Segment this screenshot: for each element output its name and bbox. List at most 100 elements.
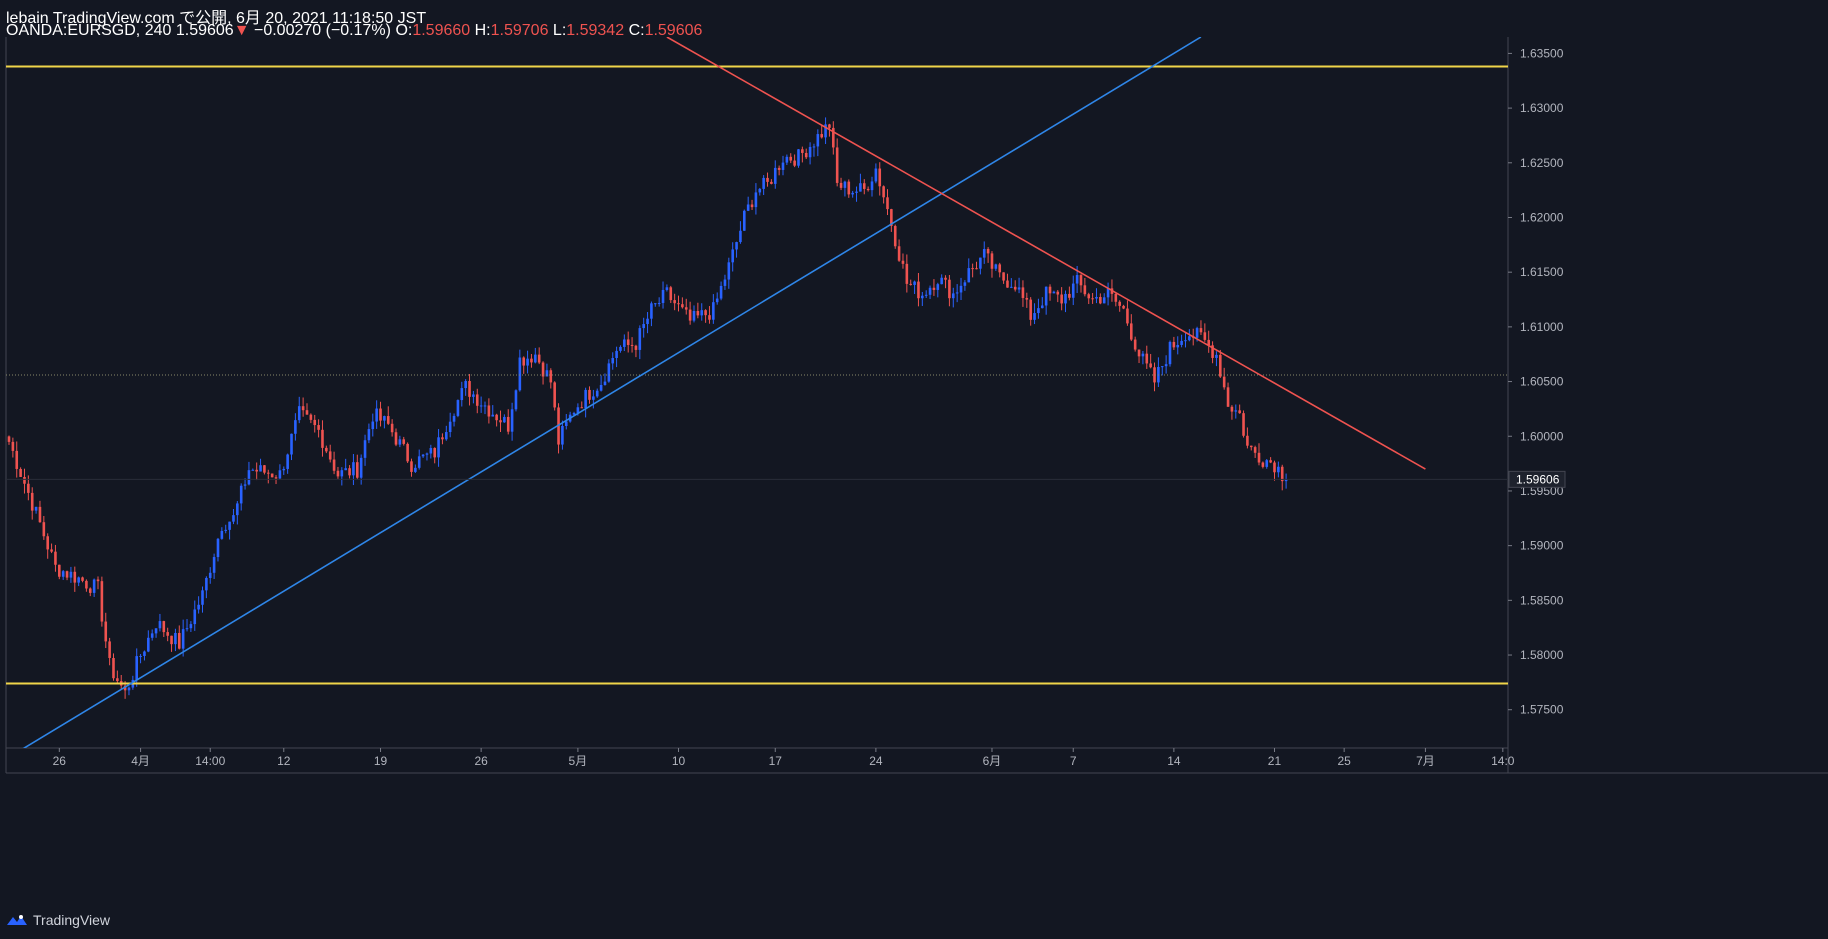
candle-down <box>1002 272 1005 281</box>
candle-up <box>212 557 216 573</box>
candle-down <box>630 344 634 346</box>
candle-down <box>971 268 974 270</box>
candle-down <box>522 357 526 366</box>
candle-up <box>1195 328 1199 338</box>
candle-down <box>553 382 556 408</box>
candle-down <box>15 450 19 469</box>
candle-up <box>607 363 611 382</box>
candle-down <box>170 635 173 645</box>
candle-down <box>487 405 491 417</box>
candle-down <box>708 315 711 320</box>
candle-up <box>642 324 645 329</box>
candle-down <box>1246 435 1249 446</box>
candle-up <box>228 521 231 530</box>
candle-down <box>1122 305 1125 309</box>
candle-down <box>356 462 359 478</box>
candle-down <box>901 260 905 264</box>
candle-down <box>1273 462 1276 473</box>
candle-up <box>483 405 487 407</box>
tradingview-logo[interactable]: TradingView <box>6 912 110 928</box>
candle-up <box>808 146 812 158</box>
x-tick-label: 10 <box>672 754 686 768</box>
symbol-label[interactable]: OANDA:EURSGD, 240 <box>6 22 172 39</box>
x-tick-label: 26 <box>53 754 67 768</box>
candle-up <box>719 285 723 299</box>
candle-down <box>839 182 843 188</box>
candle-up <box>700 310 704 316</box>
candle-up <box>1033 313 1036 320</box>
candle-down <box>998 264 1002 273</box>
candle-up <box>762 177 765 189</box>
candle-up <box>216 538 220 558</box>
candle-up <box>34 506 38 511</box>
candle-up <box>692 311 696 321</box>
candle-up <box>1168 341 1172 365</box>
candle-down <box>1280 466 1284 482</box>
candle-down <box>1137 349 1141 357</box>
candle-up <box>286 454 289 469</box>
candle-up <box>874 168 878 182</box>
y-tick-label: 1.59000 <box>1520 539 1564 553</box>
candle-up <box>940 277 943 285</box>
candle-down <box>1253 447 1257 453</box>
y-tick-label: 1.63500 <box>1520 46 1564 60</box>
candle-up <box>437 437 440 458</box>
candle-up <box>564 421 568 426</box>
candle-up <box>452 415 456 422</box>
candle-down <box>328 451 332 460</box>
candle-down <box>274 477 278 479</box>
candle-up <box>460 388 464 401</box>
candle-down <box>893 225 897 247</box>
candle-up <box>510 409 514 432</box>
candle-down <box>770 181 773 184</box>
candle-down <box>580 407 584 409</box>
candle-up <box>247 470 251 485</box>
candle-down <box>1126 308 1129 324</box>
y-tick-label: 1.63000 <box>1520 101 1564 115</box>
candle-down <box>1099 296 1102 304</box>
candle-down <box>112 657 115 679</box>
candle-down <box>1230 406 1234 412</box>
candle-down <box>878 168 882 187</box>
candle-down <box>696 311 700 316</box>
candle-down <box>27 483 30 493</box>
close-value: 1.59606 <box>644 22 703 39</box>
candle-down <box>162 621 166 633</box>
candle-down <box>433 448 436 458</box>
candle-up <box>1037 308 1040 314</box>
candle-up <box>1265 460 1269 467</box>
candle-down <box>688 309 692 321</box>
candle-down <box>990 253 994 269</box>
candle-down <box>1172 341 1176 348</box>
candle-up <box>127 687 131 691</box>
candle-down <box>866 188 870 191</box>
candle-down <box>677 303 680 305</box>
candle-up <box>518 357 522 391</box>
candle-up <box>982 248 986 258</box>
candle-down <box>1006 280 1009 288</box>
candle-down <box>394 432 398 445</box>
candle-down <box>495 414 498 421</box>
candle-up <box>743 210 746 231</box>
candle-up <box>503 416 506 423</box>
candle-up <box>174 632 177 645</box>
candle-down <box>7 436 11 442</box>
candle-up <box>773 167 777 184</box>
candle-up <box>1075 275 1079 284</box>
candle-down <box>54 551 57 565</box>
candle-up <box>754 192 758 208</box>
candle-down <box>1029 299 1032 320</box>
candle-up <box>619 346 622 351</box>
candle-up <box>456 400 460 416</box>
candle-down <box>1222 376 1226 388</box>
candle-up <box>526 358 529 366</box>
candle-up <box>147 637 150 652</box>
candle-up <box>746 204 750 211</box>
candle-down <box>1207 339 1210 346</box>
candle-up <box>158 621 162 629</box>
candle-up <box>363 440 367 458</box>
candle-down <box>1153 367 1156 383</box>
candle-down <box>410 461 413 472</box>
candle-up <box>243 484 247 486</box>
